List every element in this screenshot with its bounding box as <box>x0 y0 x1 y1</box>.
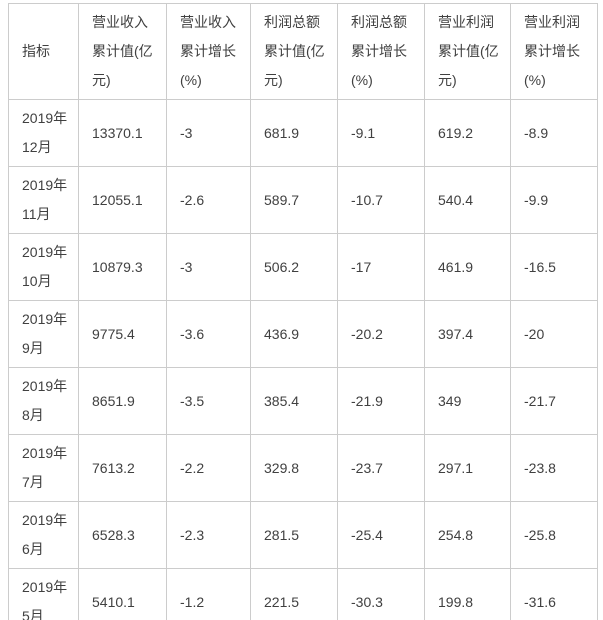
value-cell: -20 <box>510 300 598 368</box>
value-cell: -9.1 <box>337 99 425 167</box>
header-cell: 营业利润 累计值(亿 元) <box>424 3 511 100</box>
metrics-table: 指标 营业收入 累计值(亿 元) 营业收入 累计增长 (%) 利润总额 累计值(亿 元… <box>8 3 598 620</box>
value-cell: -25.4 <box>337 501 425 569</box>
value-cell: 385.4 <box>250 367 338 435</box>
value-cell: -3 <box>166 233 251 301</box>
value-cell: -17 <box>337 233 425 301</box>
row-date-cell: 2019年 7月 <box>8 434 79 502</box>
header-cell: 营业收入 累计增长 (%) <box>166 3 251 100</box>
value-cell: 8651.9 <box>78 367 167 435</box>
header-cell: 利润总额 累计值(亿 元) <box>250 3 338 100</box>
value-cell: 297.1 <box>424 434 511 502</box>
value-cell: -16.5 <box>510 233 598 301</box>
row-date-cell: 2019年 8月 <box>8 367 79 435</box>
value-cell: 13370.1 <box>78 99 167 167</box>
value-cell: 506.2 <box>250 233 338 301</box>
row-date-cell: 2019年 9月 <box>8 300 79 368</box>
value-cell: 461.9 <box>424 233 511 301</box>
value-cell: -8.9 <box>510 99 598 167</box>
value-cell: -23.7 <box>337 434 425 502</box>
row-date-cell: 2019年 5月 <box>8 568 79 620</box>
header-cell: 营业收入 累计值(亿 元) <box>78 3 167 100</box>
value-cell: 589.7 <box>250 166 338 234</box>
value-cell: 397.4 <box>424 300 511 368</box>
value-cell: 281.5 <box>250 501 338 569</box>
value-cell: -23.8 <box>510 434 598 502</box>
value-cell: -2.6 <box>166 166 251 234</box>
value-cell: 199.8 <box>424 568 511 620</box>
value-cell: 349 <box>424 367 511 435</box>
table-header: 指标 营业收入 累计值(亿 元) 营业收入 累计增长 (%) 利润总额 累计值(亿 元… <box>8 3 598 100</box>
value-cell: 12055.1 <box>78 166 167 234</box>
value-cell: -30.3 <box>337 568 425 620</box>
value-cell: -3 <box>166 99 251 167</box>
value-cell: 540.4 <box>424 166 511 234</box>
table-row: 2019年 5月 5410.1 -1.2 221.5 -30.3 199.8 -31.6 <box>8 568 598 620</box>
value-cell: -9.9 <box>510 166 598 234</box>
row-date-cell: 2019年 6月 <box>8 501 79 569</box>
value-cell: 436.9 <box>250 300 338 368</box>
header-row: 指标 营业收入 累计值(亿 元) 营业收入 累计增长 (%) 利润总额 累计值(亿 元… <box>8 3 598 100</box>
value-cell: 5410.1 <box>78 568 167 620</box>
table-row: 2019年 11月 12055.1 -2.6 589.7 -10.7 540.4 -9.9 <box>8 166 598 234</box>
value-cell: -1.2 <box>166 568 251 620</box>
table-row: 2019年 7月 7613.2 -2.2 329.8 -23.7 297.1 -23.8 <box>8 434 598 502</box>
value-cell: -3.6 <box>166 300 251 368</box>
value-cell: 329.8 <box>250 434 338 502</box>
value-cell: -21.9 <box>337 367 425 435</box>
row-date-cell: 2019年 12月 <box>8 99 79 167</box>
value-cell: -2.2 <box>166 434 251 502</box>
table-row: 2019年 10月 10879.3 -3 506.2 -17 461.9 -16.5 <box>8 233 598 301</box>
header-cell-indicator: 指标 <box>8 3 79 100</box>
table-row: 2019年 9月 9775.4 -3.6 436.9 -20.2 397.4 -20 <box>8 300 598 368</box>
value-cell: -31.6 <box>510 568 598 620</box>
value-cell: -20.2 <box>337 300 425 368</box>
value-cell: 6528.3 <box>78 501 167 569</box>
value-cell: 221.5 <box>250 568 338 620</box>
row-date-cell: 2019年 11月 <box>8 166 79 234</box>
value-cell: -10.7 <box>337 166 425 234</box>
table-row: 2019年 12月 13370.1 -3 681.9 -9.1 619.2 -8.9 <box>8 99 598 167</box>
value-cell: -25.8 <box>510 501 598 569</box>
table-row: 2019年 6月 6528.3 -2.3 281.5 -25.4 254.8 -25.8 <box>8 501 598 569</box>
value-cell: 681.9 <box>250 99 338 167</box>
value-cell: 10879.3 <box>78 233 167 301</box>
value-cell: -21.7 <box>510 367 598 435</box>
row-date-cell: 2019年 10月 <box>8 233 79 301</box>
value-cell: 7613.2 <box>78 434 167 502</box>
table-body: 2019年 12月 13370.1 -3 681.9 -9.1 619.2 -8.9 2019… <box>8 99 598 620</box>
table-row: 2019年 8月 8651.9 -3.5 385.4 -21.9 349 -21.7 <box>8 367 598 435</box>
value-cell: -2.3 <box>166 501 251 569</box>
header-cell: 利润总额 累计增长 (%) <box>337 3 425 100</box>
value-cell: -3.5 <box>166 367 251 435</box>
value-cell: 254.8 <box>424 501 511 569</box>
value-cell: 619.2 <box>424 99 511 167</box>
header-cell: 营业利润 累计增长 (%) <box>510 3 598 100</box>
value-cell: 9775.4 <box>78 300 167 368</box>
